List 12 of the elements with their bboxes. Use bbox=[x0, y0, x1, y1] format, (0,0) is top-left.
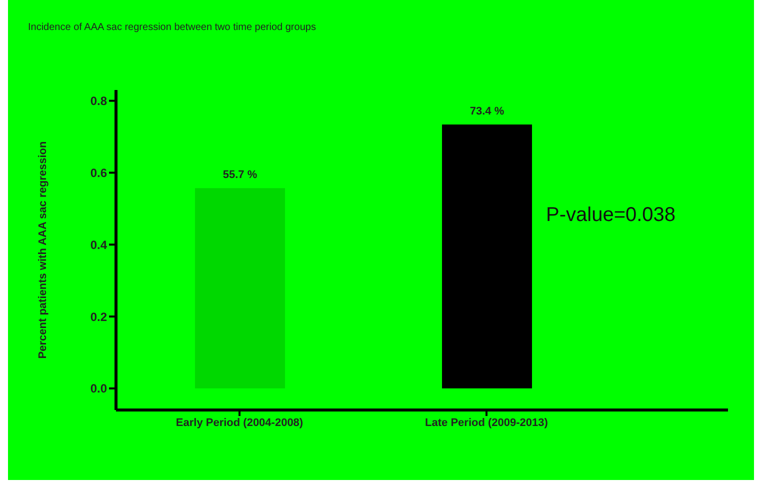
annotation: P-value=0.038 bbox=[546, 204, 676, 227]
y-tick-label: 0.6 bbox=[90, 166, 108, 180]
x-tick-label: Early Period (2004-2008) bbox=[176, 416, 304, 429]
y-tick-label: 0.0 bbox=[90, 382, 108, 396]
y-tick-label: 0.8 bbox=[90, 94, 108, 108]
data-label: 55.7 % bbox=[222, 169, 258, 182]
y-axis-title: Percent patients with AAA sac regression bbox=[36, 141, 49, 359]
y-tick-label: 0.4 bbox=[90, 238, 108, 252]
data-label: 73.4 % bbox=[470, 106, 504, 118]
chart-title: Incidence of AAA sac regression between two time period groups bbox=[28, 22, 316, 33]
y-tick-label: 0.2 bbox=[90, 310, 108, 324]
x-tick-label: Late Period (2009-2013) bbox=[425, 416, 548, 429]
